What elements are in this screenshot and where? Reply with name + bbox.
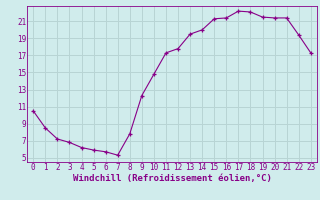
X-axis label: Windchill (Refroidissement éolien,°C): Windchill (Refroidissement éolien,°C) (73, 174, 271, 183)
